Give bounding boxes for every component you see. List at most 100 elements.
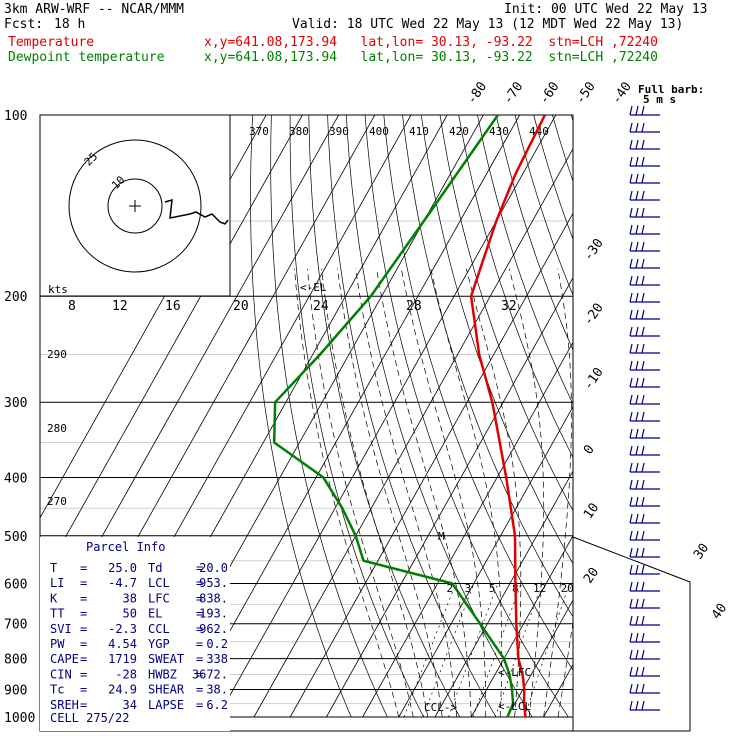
dry-adiabat <box>327 115 497 718</box>
wind-barb <box>641 411 645 422</box>
wind-barb <box>629 309 633 320</box>
moist-adiabat <box>307 268 414 718</box>
wind-barb <box>635 224 639 235</box>
wind-barb <box>629 326 633 337</box>
theta-label: 370 <box>249 125 269 138</box>
wind-barb <box>629 156 633 167</box>
wind-barb <box>641 309 645 320</box>
init-time: Init: 00 UTC Wed 22 May 13 <box>504 2 708 17</box>
hodograph-speed-label: 32 <box>501 299 517 314</box>
parcel-key-2: EL <box>148 607 162 621</box>
wind-barb <box>641 496 645 507</box>
parcel-eq-2: = <box>196 652 203 666</box>
hodograph-ring <box>107 178 163 234</box>
dewpoint-legend: Dewpoint temperature <box>8 50 165 65</box>
dry-adiabat <box>458 115 573 459</box>
valid-time: Valid: 18 UTC Wed 22 May 13 (12 MDT Wed … <box>292 17 684 32</box>
parcel-value-2: 838. <box>199 591 228 605</box>
parcel-eq: = <box>80 698 87 712</box>
wind-barb <box>641 564 645 575</box>
wind-barb <box>635 649 639 660</box>
wind-barb <box>641 462 645 473</box>
parcel-eq: = <box>80 561 87 575</box>
wind-barb <box>629 343 633 354</box>
wind-barb <box>641 105 645 116</box>
parcel-value: 1719 <box>108 652 137 666</box>
parcel-eq: = <box>80 622 87 636</box>
wind-barb <box>635 122 639 133</box>
fcst-label: Fcst: <box>4 17 44 32</box>
dry-adiabat <box>609 115 740 717</box>
parcel-key-2: SHEAR <box>148 683 185 697</box>
theta-side-label: 290 <box>47 348 67 361</box>
wind-barb <box>641 428 645 439</box>
wind-barb <box>629 598 633 609</box>
dry-adiabat <box>289 115 424 718</box>
wind-barb <box>629 428 633 439</box>
wind-barb <box>635 292 639 303</box>
temperature-profile <box>469 115 547 718</box>
dry-adiabat <box>570 115 573 123</box>
parcel-value-2: 20.0 <box>199 561 228 575</box>
wind-key: Full barb: <box>638 83 704 96</box>
isotherm-label: -60 <box>537 79 563 107</box>
moist-adiabat <box>355 268 458 718</box>
parcel-value-2: 953. <box>199 576 228 590</box>
parcel-value: 38 <box>123 591 137 605</box>
wind-barb <box>641 122 645 133</box>
wind-barb <box>641 360 645 371</box>
wind-barb <box>629 411 633 422</box>
wind-barb <box>641 173 645 184</box>
wind-barb <box>641 666 645 677</box>
isotherm-label: -70 <box>501 79 527 107</box>
dry-adiabat <box>627 115 740 717</box>
parcel-eq: = <box>80 683 87 697</box>
dewpoint-location: x,y=641.08,173.94 lat,lon= 30.13, -93.22… <box>204 50 658 65</box>
wind-barb <box>635 377 639 388</box>
wind-barb <box>641 598 645 609</box>
isotherm-line <box>253 148 573 718</box>
parcel-key: CIN <box>50 667 72 681</box>
wind-barb <box>635 581 639 592</box>
parcel-value-2: 962. <box>199 622 228 636</box>
parcel-eq-2: = <box>196 576 203 590</box>
pressure-label: 600 <box>4 577 27 592</box>
parcel-key: CAPE <box>50 652 79 666</box>
parcel-value: -4.7 <box>108 576 137 590</box>
parcel-eq-2: = <box>196 683 203 697</box>
wind-barb <box>629 292 633 303</box>
parcel-eq-2: = <box>196 561 203 575</box>
parcel-eq: = <box>80 652 87 666</box>
dry-adiabat <box>345 115 533 718</box>
wind-barb <box>629 700 633 711</box>
parcel-value: -2.3 <box>108 622 137 636</box>
wind-barb <box>635 190 639 201</box>
moist-adiabat <box>557 620 573 718</box>
wind-barb <box>629 224 633 235</box>
wind-barb <box>629 139 633 150</box>
mixing-ratio-line <box>494 583 543 718</box>
isotherm-label: 40 <box>709 601 730 622</box>
parcel-key-2: Td <box>148 561 162 575</box>
parcel-info-title: Parcel Info <box>86 540 165 554</box>
wind-barb <box>629 258 633 269</box>
wind-barb <box>635 275 639 286</box>
dry-adiabat <box>270 115 388 718</box>
wind-barb <box>641 513 645 524</box>
parcel-info-box <box>40 537 230 731</box>
pressure-label: 800 <box>4 653 27 668</box>
wind-barb <box>635 156 639 167</box>
wind-barb <box>635 479 639 490</box>
parcel-eq: = <box>80 667 87 681</box>
mixing-ratio-line <box>448 583 499 718</box>
wind-barb <box>635 173 639 184</box>
parcel-key: K <box>50 591 58 605</box>
wind-barb <box>635 105 639 116</box>
wind-barb <box>641 530 645 541</box>
wind-barb <box>629 394 633 405</box>
wind-barb <box>629 649 633 660</box>
mixing-ratio-label: 2 <box>446 582 453 595</box>
wind-barb <box>635 360 639 371</box>
wind-barb <box>629 615 633 626</box>
parcel-key: PW <box>50 637 65 651</box>
